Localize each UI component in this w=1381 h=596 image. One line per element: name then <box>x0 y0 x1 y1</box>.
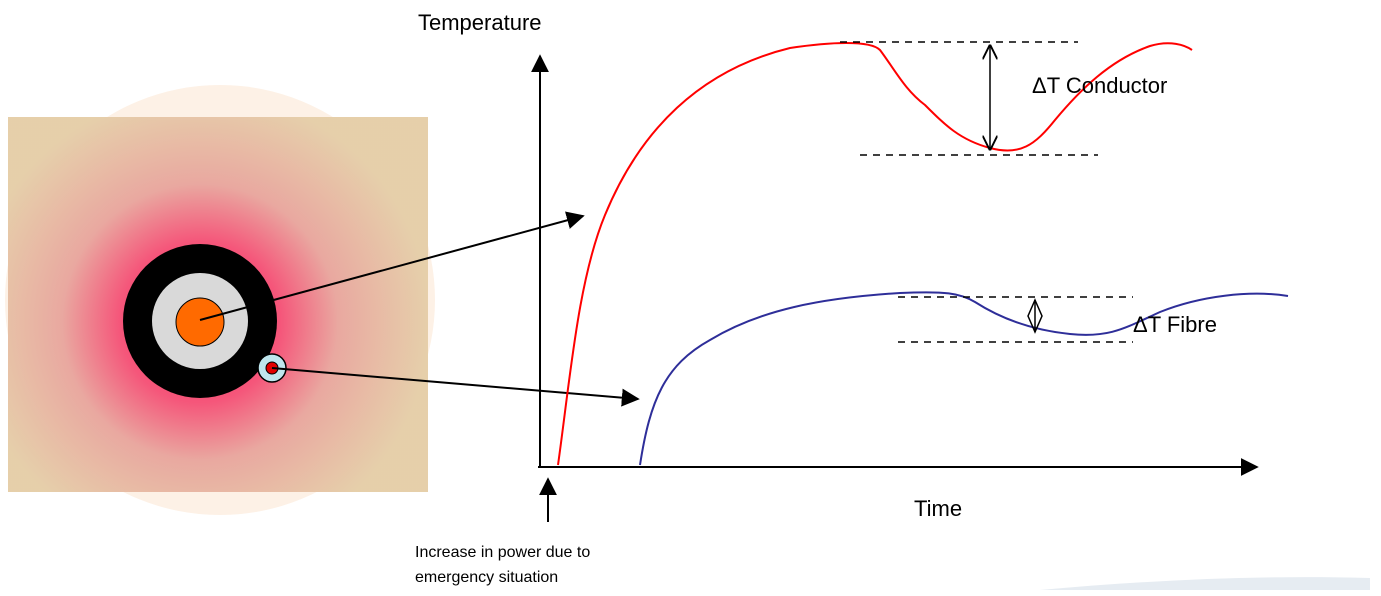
x-axis-label: Time <box>914 496 962 521</box>
conductor-pointer <box>199 211 585 321</box>
power-note: emergency situation <box>415 569 558 586</box>
y-axis-label: Temperature <box>418 10 542 35</box>
power-note: Increase in power due to <box>415 544 590 561</box>
delta-fibre-label: ΔT Fibre <box>1133 312 1217 337</box>
dashed-levels <box>840 41 1133 343</box>
conductor <box>175 297 225 347</box>
delta-conductor-label: ΔT Conductor <box>1032 73 1167 98</box>
corner-swoosh <box>1040 577 1370 590</box>
fibre-curve <box>639 291 1289 466</box>
fibre-pointer <box>271 367 640 407</box>
conductor-curve <box>557 42 1193 466</box>
